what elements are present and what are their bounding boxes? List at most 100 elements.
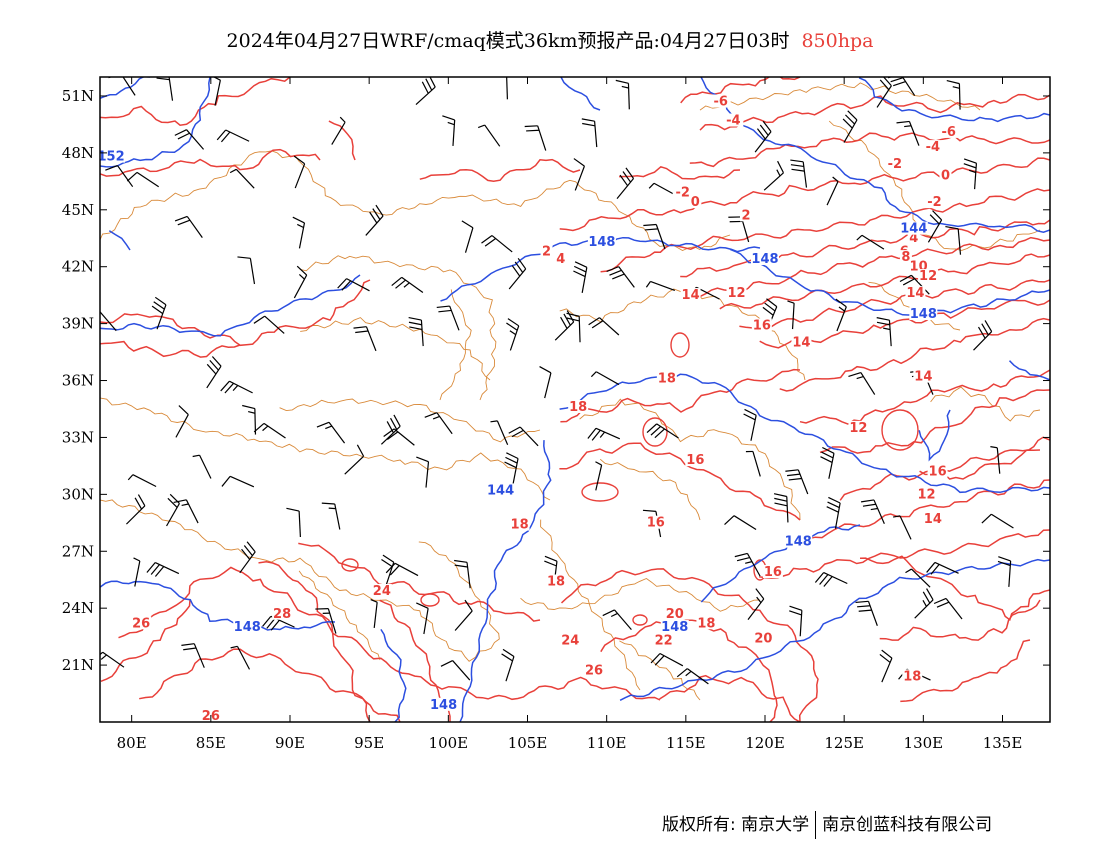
temperature-label-bg	[689, 195, 702, 209]
isotherm-line	[600, 619, 778, 722]
isotherm-line	[719, 253, 1050, 310]
isotherm-line	[100, 340, 241, 358]
wind-barb	[237, 256, 256, 285]
wind-barb	[587, 427, 621, 441]
wind-barb	[946, 80, 961, 110]
isotherm-line	[100, 77, 291, 126]
contour-labels: -6-4-6-4-20-2-20224468101214121416141418…	[98, 94, 959, 722]
wind-barb	[524, 125, 547, 151]
temperature-label: -4	[726, 114, 740, 129]
temperature-label-bg	[560, 633, 581, 647]
wind-barb	[292, 216, 306, 249]
isotherm-line	[859, 555, 1050, 622]
temperature-label-bg	[751, 318, 772, 332]
isotherm-line	[779, 317, 1050, 392]
height-contour-line	[730, 248, 1050, 318]
isotherm-loop	[581, 482, 619, 502]
temperature-label: 18	[547, 575, 565, 590]
temperature-label: 14	[906, 286, 924, 301]
temperature-label-bg	[905, 286, 926, 300]
wind-barb	[602, 609, 632, 631]
wind-barb	[501, 648, 515, 682]
temperature-label: 14	[914, 370, 932, 385]
copyright-text: 版权所有: 南京大学	[662, 815, 810, 835]
isotherm-loop	[341, 558, 359, 572]
wind-barb	[221, 475, 255, 488]
wind-barb	[842, 110, 858, 143]
height-label-bg	[751, 252, 779, 266]
wind-barb	[554, 310, 575, 341]
lat-tick-label: 30N	[62, 485, 94, 503]
height-contour-line	[100, 274, 361, 337]
wind-barb	[876, 317, 892, 347]
wind-barb	[239, 541, 256, 574]
wind-barb	[331, 116, 346, 145]
wind-barb	[344, 444, 365, 475]
wind-barb	[747, 588, 765, 620]
wind-barb	[848, 371, 876, 395]
temperature-label-bg	[726, 286, 747, 300]
height-label-bg	[587, 234, 616, 248]
wind-barb	[416, 456, 430, 488]
height-label: 148	[234, 620, 261, 635]
lon-tick-label: 135E	[983, 734, 1023, 752]
boundary-line	[599, 458, 701, 521]
height-contour-line	[619, 558, 1050, 701]
wind-barb	[789, 605, 803, 637]
wind-barb	[337, 278, 370, 292]
wind-barb	[963, 158, 978, 190]
isotherm-line	[659, 674, 801, 722]
wind-barb	[133, 557, 141, 587]
wind-barb	[481, 235, 513, 253]
lon-tick-label: 130E	[904, 734, 944, 752]
temperature-label-bg	[672, 185, 693, 199]
wind-barb	[773, 493, 789, 523]
wind-barb	[506, 318, 520, 351]
wind-barb	[408, 317, 424, 347]
wind-barb	[566, 312, 581, 343]
temperature-label-bg	[916, 487, 937, 501]
temperature-label-bg	[685, 453, 706, 467]
temperature-label: -2	[888, 157, 902, 172]
wind-barb	[892, 515, 912, 540]
map-title: 2024年04月27日WRF/cmaq模式36km预报产品:04月27日03时 8…	[0, 26, 1100, 53]
temperature-label: 18	[658, 372, 676, 387]
isotherm-line	[699, 236, 1050, 298]
wind-barb	[896, 120, 920, 146]
temperature-label: 18	[511, 518, 529, 533]
temperature-label: 14	[924, 512, 942, 527]
isotherm-line	[560, 368, 801, 423]
wind-barb	[508, 426, 539, 447]
lon-tick-label: 90E	[275, 734, 305, 752]
wind-barb	[415, 77, 436, 106]
wind-barb	[643, 223, 666, 250]
wind-barb	[927, 210, 943, 243]
temperature-label-bg	[918, 269, 939, 283]
temperature-label-bg	[791, 335, 812, 349]
temperature-label: -4	[926, 140, 940, 155]
wind-barb	[416, 602, 429, 635]
temperature-label-bg	[927, 464, 948, 478]
wind-barb	[490, 420, 509, 445]
height-label: 152	[98, 150, 125, 165]
wind-barb	[606, 266, 635, 288]
isotherm-line	[118, 566, 661, 701]
temperature-label: 24	[373, 584, 391, 599]
wind-barb	[385, 562, 419, 577]
wind-barb	[973, 320, 993, 351]
wind-barb	[676, 668, 709, 685]
wind-barb	[253, 422, 286, 439]
wind-barb	[206, 356, 222, 389]
wind-barb	[174, 129, 205, 150]
wind-barb	[230, 645, 251, 670]
temperature-label-bg	[554, 252, 567, 266]
height-label-bg	[660, 620, 689, 634]
wind-barb	[253, 315, 285, 334]
wind-barb	[391, 276, 424, 293]
wind-barb	[645, 280, 676, 292]
height-contour-line	[918, 409, 951, 462]
temperature-label: 12	[917, 487, 935, 502]
wind-barb	[573, 158, 585, 191]
temperature-label-bg	[848, 420, 869, 434]
